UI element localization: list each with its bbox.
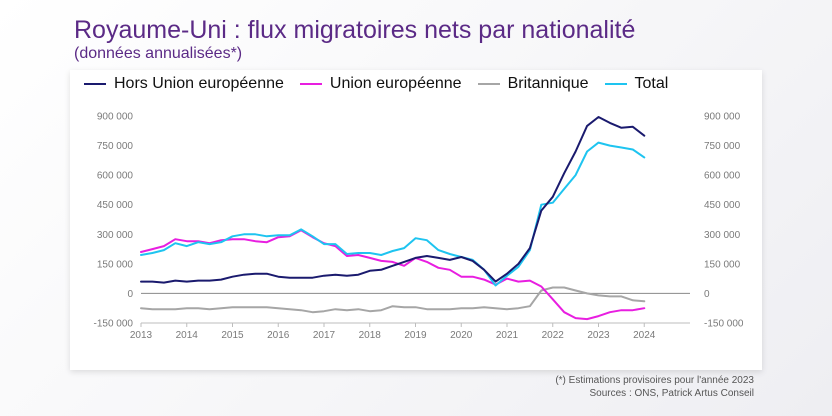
legend-item: Britannique — [477, 75, 589, 93]
y-tick-label-left: 600 000 — [97, 171, 134, 182]
series-line-britannique — [140, 286, 646, 314]
y-tick-label-right: 600 000 — [704, 171, 741, 182]
chart-card — [70, 70, 762, 370]
legend-label: Hors Union européenne — [114, 75, 284, 92]
y-tick-label-left: 900 000 — [97, 112, 134, 123]
series-line-hors-union-europ-enne — [140, 116, 646, 284]
x-tick-label: 2014 — [176, 330, 199, 341]
x-tick-label: 2022 — [542, 330, 565, 341]
y-tick-label-left: 300 000 — [97, 230, 134, 241]
y-tick-label-right: 750 000 — [704, 141, 741, 152]
legend-swatch — [84, 83, 106, 85]
y-tick-label-right: 0 — [704, 289, 710, 300]
x-tick-label: 2024 — [633, 330, 656, 341]
y-tick-label-left: 750 000 — [97, 141, 134, 152]
chart-legend: Hors Union européenne Union européenne Bri… — [84, 75, 684, 93]
legend-item: Hors Union européenne — [84, 75, 284, 93]
sources-note: Sources : ONS, Patrick Artus Conseil — [589, 388, 754, 399]
x-tick-label: 2019 — [404, 330, 427, 341]
x-tick-label: 2016 — [267, 330, 290, 341]
x-tick-label: 2018 — [359, 330, 382, 341]
legend-label: Britannique — [507, 75, 589, 92]
series-line-total — [140, 141, 646, 287]
x-tick-label: 2013 — [130, 330, 153, 341]
legend-swatch — [477, 83, 500, 85]
legend-label: Union européenne — [329, 75, 462, 92]
legend-swatch — [299, 83, 322, 85]
x-tick-label: 2023 — [587, 330, 610, 341]
chart-subtitle: (données annualisées*) — [74, 45, 243, 62]
y-tick-label-left: -150 000 — [94, 319, 134, 330]
y-tick-label-right: 150 000 — [704, 259, 741, 270]
y-tick-label-right: -150 000 — [704, 319, 744, 330]
x-tick-label: 2015 — [221, 330, 244, 341]
y-tick-label-right: 300 000 — [704, 230, 741, 241]
chart-title: Royaume-Uni : flux migratoires nets par … — [74, 16, 636, 44]
footnote: (*) Estimations provisoires pour l'année… — [555, 375, 754, 386]
y-tick-label-right: 900 000 — [704, 112, 741, 123]
x-tick-label: 2020 — [450, 330, 473, 341]
legend-item: Total — [604, 75, 669, 93]
x-tick-label: 2021 — [496, 330, 519, 341]
y-tick-label-left: 450 000 — [97, 200, 134, 211]
legend-item: Union européenne — [299, 75, 462, 93]
legend-label: Total — [634, 75, 669, 92]
y-tick-label-left: 150 000 — [97, 259, 134, 270]
y-tick-label-right: 450 000 — [704, 200, 741, 211]
y-tick-label-left: 0 — [127, 289, 133, 300]
x-tick-label: 2017 — [313, 330, 336, 341]
legend-swatch — [604, 83, 627, 85]
